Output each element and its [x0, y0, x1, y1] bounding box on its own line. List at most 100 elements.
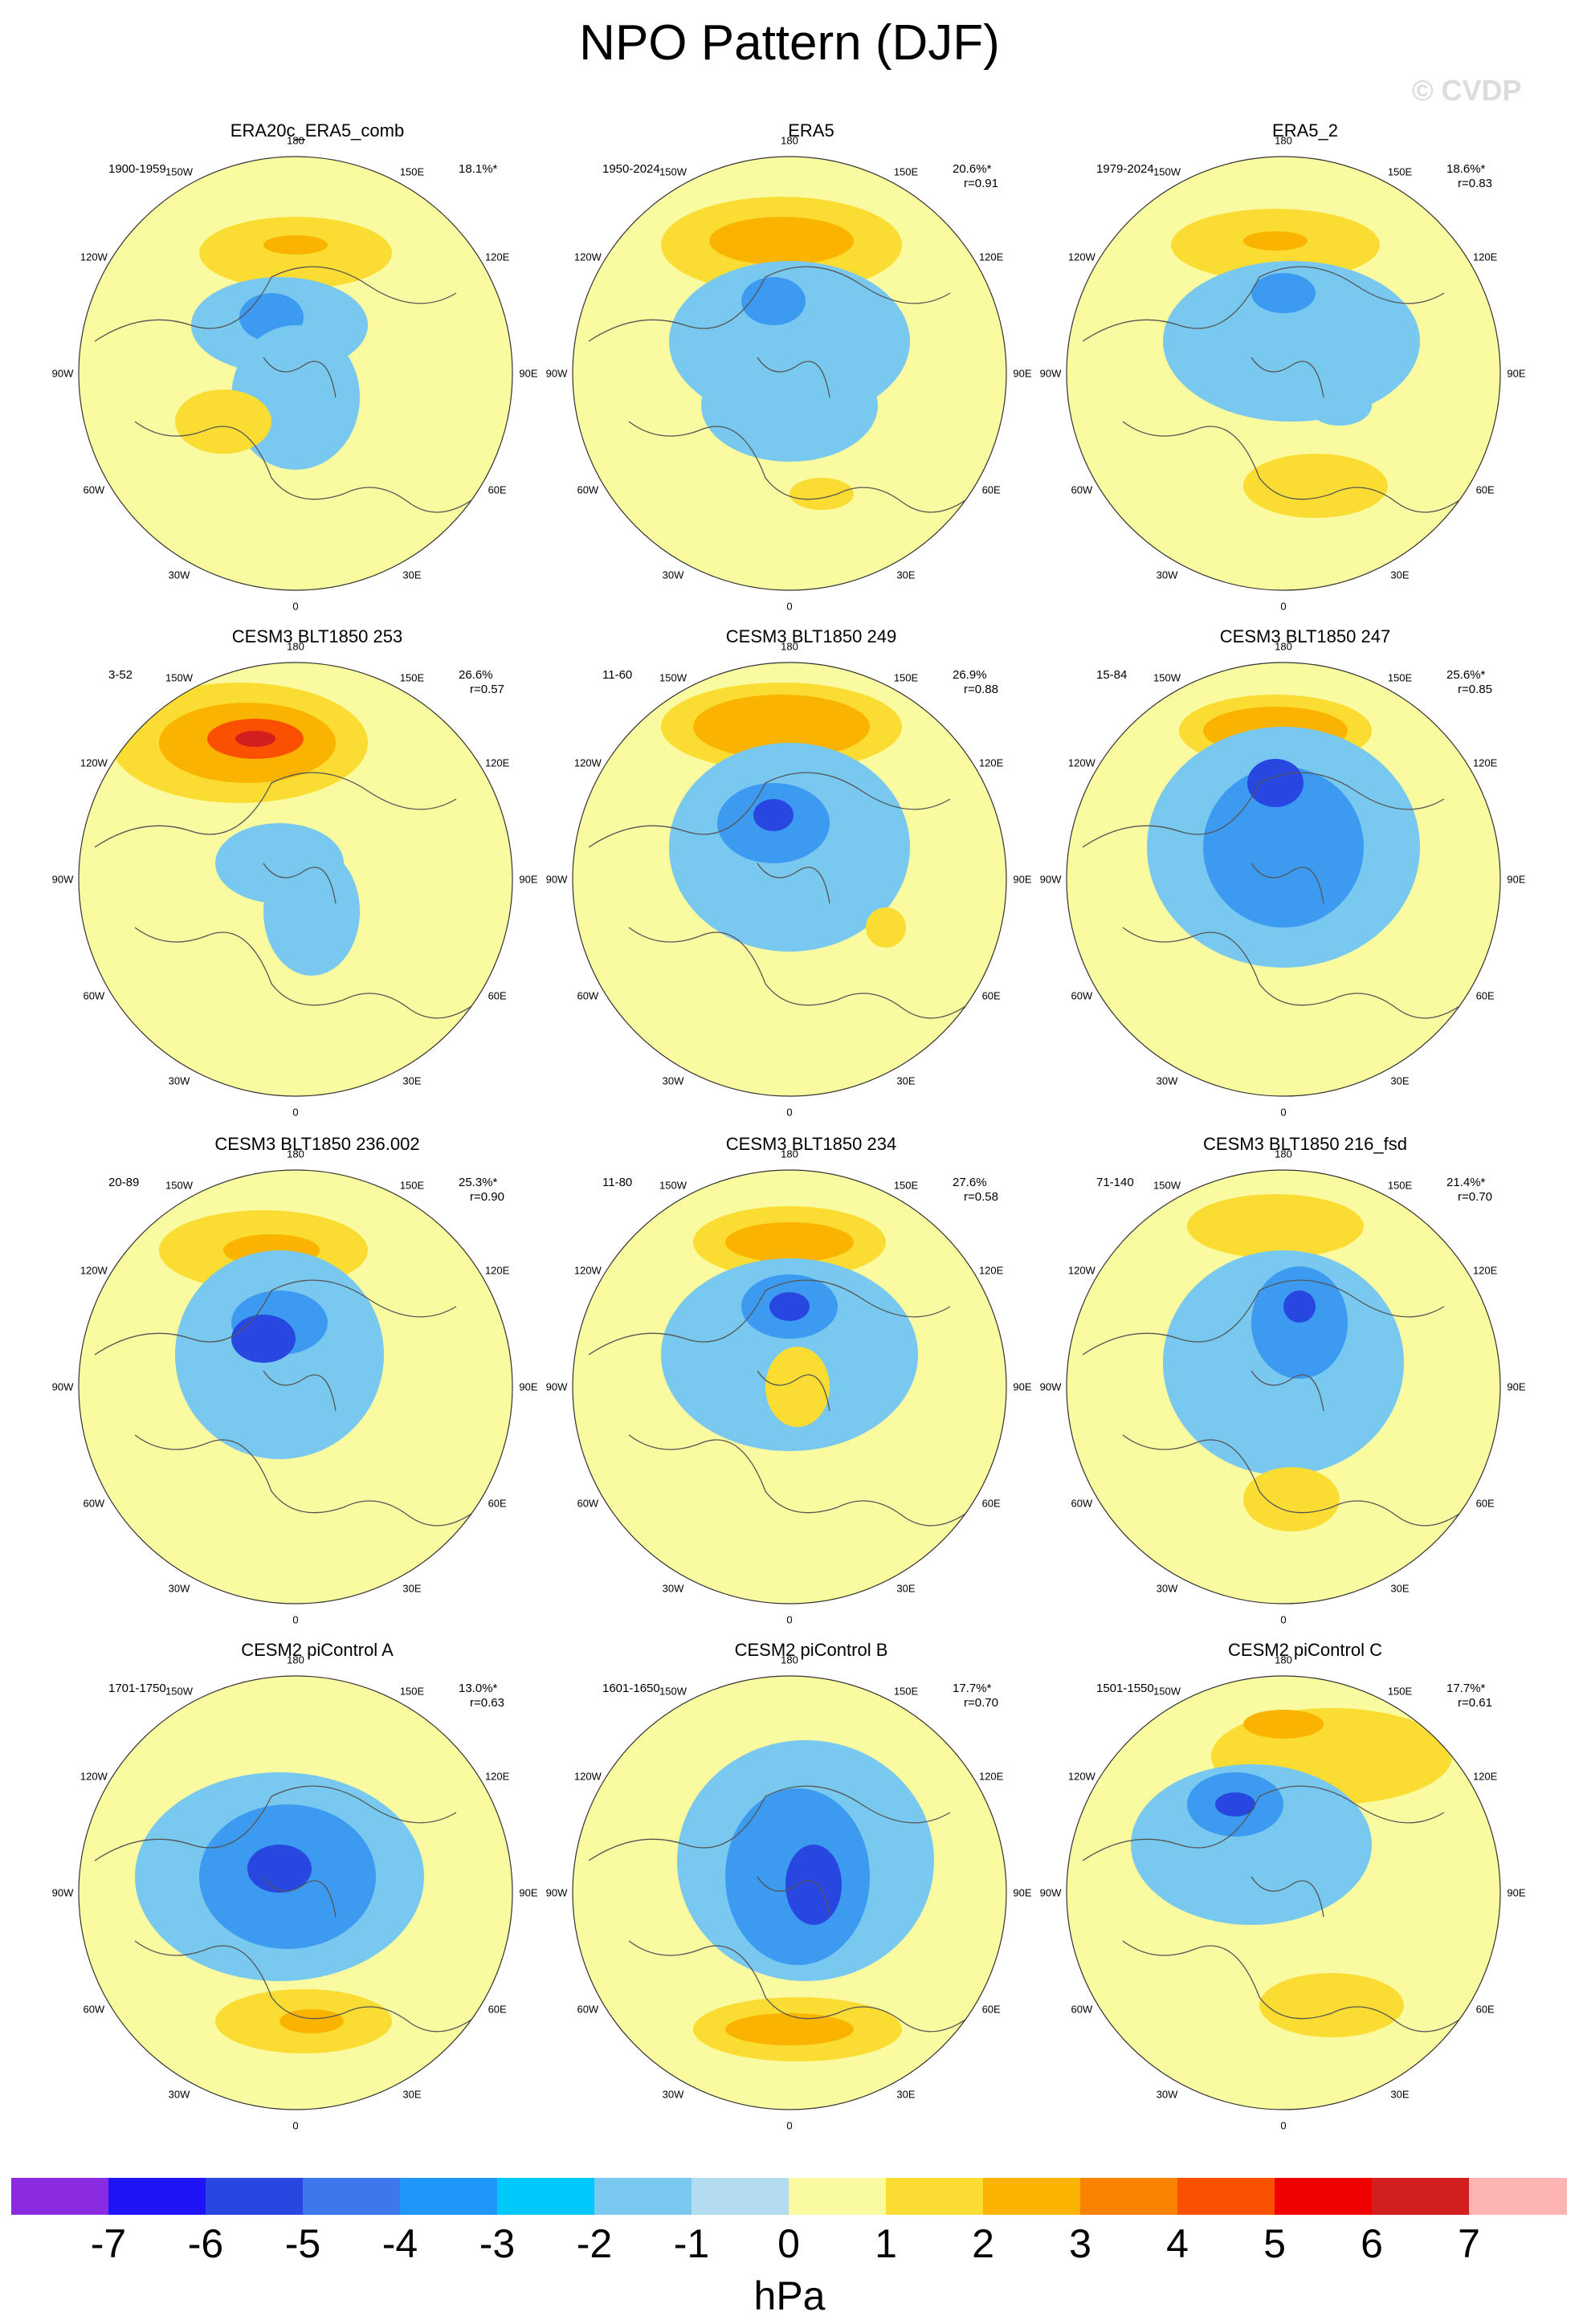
- panel-period: 11-80: [602, 1176, 633, 1189]
- colorbar-box: [692, 2178, 790, 2215]
- colorbar-tick-label: -5: [284, 2221, 321, 2266]
- longitude-label: 30W: [1156, 1074, 1178, 1087]
- longitude-label: 60W: [83, 483, 105, 496]
- panel-title: CESM2 piControl A: [241, 1640, 394, 1660]
- anomaly-contour: [247, 1845, 312, 1893]
- longitude-label: 150E: [1387, 671, 1413, 684]
- anomaly-contour: [1203, 767, 1364, 928]
- longitude-label: 60E: [488, 483, 507, 496]
- anomaly-contour: [709, 217, 854, 265]
- colorbar-box: [11, 2178, 109, 2215]
- longitude-label: 60E: [981, 989, 1001, 1002]
- longitude-label: 150E: [399, 671, 425, 684]
- polar-map: [1066, 156, 1501, 591]
- map-panel: ERA5 1950-2024 20.6%* r=0.91 180 150E 120E 90E 6…: [546, 120, 1052, 618]
- anomaly-contour: [1243, 1467, 1340, 1531]
- anomaly-contour: [1259, 1973, 1404, 2037]
- panel-title: CESM2 piControl B: [734, 1640, 888, 1660]
- longitude-label: 90E: [1013, 1380, 1032, 1393]
- map-panel: CESM2 piControl B 1601-1650 17.7%* r=0.70 18…: [546, 1640, 1052, 2138]
- colorbar-box: [789, 2178, 887, 2215]
- map-border: [572, 1675, 1007, 2110]
- longitude-label: 120E: [1472, 756, 1498, 769]
- colorbar-box: [400, 2178, 498, 2215]
- longitude-label: 90W: [545, 367, 568, 380]
- longitude-label: 90W: [545, 1380, 568, 1393]
- longitude-label: 60E: [1475, 1497, 1495, 1510]
- cvdp-watermark: © CVDP: [1412, 74, 1522, 107]
- polar-map: [1066, 1169, 1501, 1604]
- longitude-label: 90E: [519, 1886, 538, 1899]
- panel-pattern-correlation: r=0.63: [470, 1696, 504, 1710]
- map-border: [1066, 662, 1501, 1097]
- coastline: [94, 266, 481, 513]
- panel-period: 71-140: [1096, 1176, 1134, 1189]
- longitude-label: 30W: [168, 569, 190, 581]
- panel-pattern-correlation: r=0.91: [964, 177, 998, 190]
- longitude-label: 120E: [1472, 1264, 1498, 1277]
- longitude-label: 150W: [659, 165, 687, 178]
- panel-pattern-correlation: r=0.88: [964, 683, 998, 696]
- longitude-label: 60W: [83, 2003, 105, 2016]
- panel-variance-pct: 25.3%*: [459, 1176, 498, 1189]
- longitude-label: 150W: [659, 671, 687, 684]
- longitude-label: 120E: [978, 1264, 1004, 1277]
- map-panel: ERA5_2 1979-2024 18.6%* r=0.83 180 150E 120E 90…: [1040, 120, 1546, 618]
- longitude-label: 0: [292, 1106, 299, 1119]
- longitude-label: 150E: [1387, 1685, 1413, 1698]
- panel-pattern-correlation: r=0.83: [1458, 177, 1492, 190]
- longitude-label: 180: [781, 134, 798, 147]
- longitude-label: 90W: [51, 1886, 74, 1899]
- panel-variance-pct: 18.1%*: [459, 162, 498, 176]
- longitude-label: 90E: [1013, 873, 1032, 886]
- colorbar-box: [303, 2178, 401, 2215]
- anomaly-contour: [701, 349, 878, 462]
- longitude-label: 30W: [1156, 569, 1178, 581]
- longitude-label: 60W: [83, 989, 105, 1002]
- map-border: [572, 662, 1007, 1097]
- anomaly-contour: [1243, 1710, 1324, 1739]
- colorbar-tick-label: -3: [479, 2221, 516, 2266]
- colorbar-tick-label: 6: [1361, 2221, 1383, 2266]
- longitude-label: 150W: [1153, 1179, 1181, 1192]
- panel-period: 1701-1750: [108, 1682, 166, 1695]
- longitude-label: 0: [786, 600, 793, 613]
- panel-variance-pct: 20.6%*: [953, 162, 992, 176]
- longitude-label: 30W: [662, 1582, 684, 1595]
- map-border: [572, 156, 1007, 591]
- longitude-label: 150E: [893, 671, 919, 684]
- panel-title: ERA5_2: [1272, 120, 1338, 141]
- colorbar-box: [206, 2178, 304, 2215]
- map-border: [1066, 156, 1501, 591]
- colorbar-units: hPa: [753, 2273, 826, 2318]
- polar-map: [572, 1675, 1007, 2110]
- map-panel: ERA20c_ERA5_comb 1900-1959 18.1%* 180 150E 12…: [52, 120, 558, 618]
- coastline: [588, 1279, 975, 1527]
- colorbar-box: [1177, 2178, 1275, 2215]
- longitude-label: 120W: [573, 756, 602, 769]
- longitude-label: 120E: [484, 1264, 510, 1277]
- colorbar-box: [497, 2178, 595, 2215]
- longitude-label: 60W: [1071, 1497, 1093, 1510]
- polar-map: [572, 1169, 1007, 1604]
- longitude-label: 90E: [1507, 1886, 1526, 1899]
- colorbar-tick-label: 2: [972, 2221, 994, 2266]
- polar-map: [572, 662, 1007, 1097]
- longitude-label: 90E: [1507, 367, 1526, 380]
- anomaly-contour: [215, 823, 344, 903]
- colorbar-tick-label: -7: [90, 2221, 127, 2266]
- longitude-label: 60E: [488, 989, 507, 1002]
- longitude-label: 0: [1280, 600, 1287, 613]
- longitude-label: 150E: [399, 165, 425, 178]
- anomaly-contour: [1243, 231, 1308, 251]
- colorbar-tick-label: -1: [673, 2221, 710, 2266]
- longitude-label: 150W: [1153, 165, 1181, 178]
- longitude-label: 120W: [80, 1770, 108, 1783]
- longitude-label: 150W: [165, 1179, 193, 1192]
- longitude-label: 60W: [577, 2003, 599, 2016]
- longitude-label: 60E: [488, 1497, 507, 1510]
- longitude-label: 120E: [484, 251, 510, 263]
- longitude-label: 30E: [402, 1582, 422, 1595]
- coastline: [94, 1279, 481, 1527]
- longitude-label: 60E: [1475, 2003, 1495, 2016]
